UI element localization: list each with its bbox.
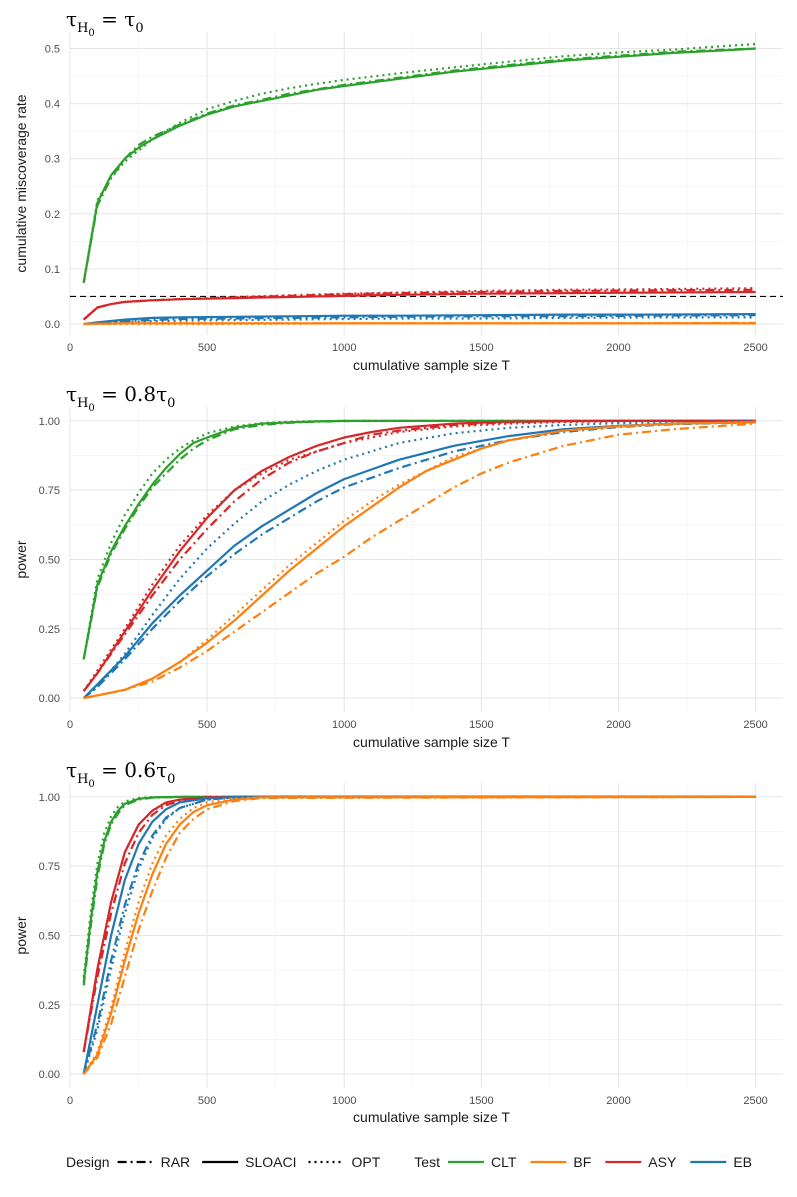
series-line-bf-sloaci xyxy=(82,795,756,1075)
series-line-clt-opt xyxy=(82,419,756,660)
x-tick-label: 500 xyxy=(198,719,216,731)
legend-label-sloaci: SLOACI xyxy=(245,1154,296,1170)
y-tick-label: 0.00 xyxy=(39,693,60,705)
series-line-eb-opt xyxy=(83,316,756,326)
y-tick-label: 0.4 xyxy=(45,99,60,111)
series-line-eb-rar xyxy=(83,314,756,326)
y-axis-title: cumulative miscoverage rate xyxy=(13,94,29,272)
x-tick-label: 2500 xyxy=(743,342,767,354)
y-tick-label: 0.50 xyxy=(39,555,60,567)
series-line-eb-sloaci xyxy=(82,421,756,699)
panel-1: 0 500 1000 1500 2000 2500 0.0 0.1 0.2 0.3 0.4 0.5 τH… xyxy=(13,7,783,373)
series-line-bf-opt xyxy=(82,795,756,1075)
y-tick-label: 0.5 xyxy=(45,44,60,56)
series-line-bf-sloaci xyxy=(83,421,756,700)
x-tick-label: 1500 xyxy=(469,719,493,731)
series-line-eb-rar xyxy=(83,421,756,699)
series-line-eb-rar xyxy=(82,795,756,1075)
y-tick-label: 1.00 xyxy=(39,416,60,428)
series-line-asy-opt xyxy=(82,795,756,1053)
x-tick-label: 1000 xyxy=(332,342,356,354)
y-tick-label: 0.2 xyxy=(45,209,60,221)
series-line-clt-rar xyxy=(82,47,756,283)
series-line-clt-sloaci xyxy=(82,47,756,283)
series-line-clt-opt xyxy=(82,795,756,978)
series-line-bf-rar xyxy=(82,795,756,1075)
x-axis-title: cumulative sample size T xyxy=(353,1109,510,1125)
series-line-asy-rar xyxy=(82,795,756,1053)
y-tick-label: 0.50 xyxy=(39,931,60,943)
x-tick-label: 1500 xyxy=(469,342,493,354)
y-tick-label: 0.75 xyxy=(39,485,60,497)
x-tick-label: 2000 xyxy=(606,719,630,731)
panel-title: τH0 = τ0 xyxy=(66,7,144,39)
panel-3: 0 500 1000 1500 2000 2500 0.00 0.25 0.50 0.75 1.00… xyxy=(13,758,783,1125)
y-tick-label: 0.1 xyxy=(45,264,60,276)
panel-title: τH0 = 0.8τ0 xyxy=(66,382,175,414)
series-line-clt-sloaci xyxy=(82,795,756,983)
x-tick-label: 500 xyxy=(198,342,216,354)
x-tick-label: 2500 xyxy=(743,719,767,731)
y-tick-label: 0.3 xyxy=(45,154,60,166)
x-tick-label: 2000 xyxy=(606,342,630,354)
y-tick-label: 0.25 xyxy=(39,1000,60,1012)
x-tick-label: 2500 xyxy=(743,1095,767,1107)
legend-test-title: Test xyxy=(414,1154,440,1170)
legend-label-opt: OPT xyxy=(352,1154,381,1170)
series-line-eb-sloaci xyxy=(82,795,756,1075)
x-axis-title: cumulative sample size T xyxy=(353,357,510,373)
series-line-eb-sloaci xyxy=(83,313,756,326)
legend-label-clt: CLT xyxy=(491,1154,517,1170)
panel-2: 0 500 1000 1500 2000 2500 0.00 0.25 0.50 0.75 1.00… xyxy=(13,382,783,750)
x-axis-title: cumulative sample size T xyxy=(353,734,510,750)
series-line-asy-sloaci xyxy=(82,795,756,1053)
series-line-asy-sloaci xyxy=(82,290,756,321)
x-tick-label: 1000 xyxy=(332,719,356,731)
legend-label-asy: ASY xyxy=(648,1154,677,1170)
legend-label-bf: BF xyxy=(573,1154,591,1170)
y-tick-label: 1.00 xyxy=(39,792,60,804)
y-axis-title: power xyxy=(13,916,29,954)
series-line-clt-rar xyxy=(82,795,756,986)
x-tick-label: 2000 xyxy=(606,1095,630,1107)
series-line-clt-rar xyxy=(82,419,756,660)
series-line-bf-opt xyxy=(83,322,756,326)
legend: Design RAR SLOACI OPT Test CLT BF ASY EB xyxy=(66,1154,752,1170)
y-tick-label: 0.25 xyxy=(39,624,60,636)
series-line-clt-opt xyxy=(82,43,756,283)
x-tick-label: 1500 xyxy=(469,1095,493,1107)
series-line-asy-sloaci xyxy=(82,419,756,692)
legend-label-rar: RAR xyxy=(161,1154,191,1170)
y-tick-label: 0.0 xyxy=(45,319,60,331)
x-tick-label: 0 xyxy=(67,719,73,731)
x-tick-label: 1000 xyxy=(332,1095,356,1107)
series-line-asy-rar xyxy=(82,419,756,692)
x-tick-label: 500 xyxy=(198,1095,216,1107)
y-axis-title: power xyxy=(13,540,29,578)
series-line-bf-rar xyxy=(83,422,756,700)
y-tick-label: 0.00 xyxy=(39,1069,60,1081)
x-tick-label: 0 xyxy=(67,1095,73,1107)
panel-title: τH0 = 0.6τ0 xyxy=(66,758,175,790)
x-tick-label: 0 xyxy=(67,342,73,354)
y-tick-label: 0.75 xyxy=(39,861,60,873)
series-line-asy-opt xyxy=(82,419,756,692)
legend-design-title: Design xyxy=(66,1154,110,1170)
legend-label-eb: EB xyxy=(733,1154,752,1170)
